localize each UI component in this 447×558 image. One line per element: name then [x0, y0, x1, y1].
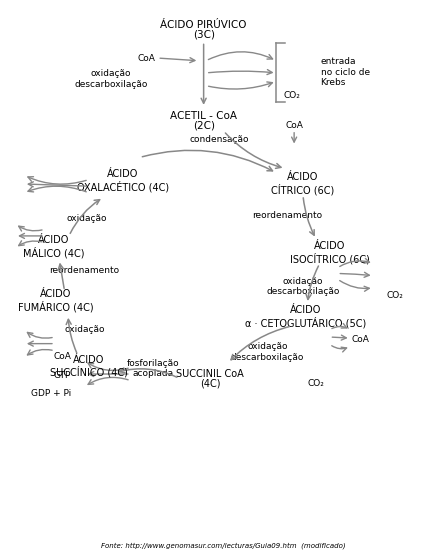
- Text: ÁCIDO
ISOCÍTRICO (6C): ÁCIDO ISOCÍTRICO (6C): [290, 241, 369, 264]
- Text: ÁCIDO
CÍTRICO (6C): ÁCIDO CÍTRICO (6C): [271, 172, 335, 196]
- Text: ÁCIDO
FUMÁRICO (4C): ÁCIDO FUMÁRICO (4C): [18, 290, 93, 313]
- Text: (4C): (4C): [200, 379, 220, 389]
- Text: oxidação: oxidação: [64, 325, 105, 334]
- Text: ÁCIDO
SUCCÍNICO (4C): ÁCIDO SUCCÍNICO (4C): [50, 354, 128, 378]
- Text: entrada
no ciclo de
Krebs: entrada no ciclo de Krebs: [320, 57, 370, 87]
- Text: CO₂: CO₂: [308, 379, 325, 388]
- Text: GTP: GTP: [54, 371, 71, 379]
- Text: oxidação
descarboxilação: oxidação descarboxilação: [74, 69, 148, 89]
- Text: CoA: CoA: [53, 352, 71, 361]
- Text: CO₂: CO₂: [387, 291, 404, 300]
- Text: (3C): (3C): [193, 30, 215, 40]
- Text: oxidação
descarboxilação: oxidação descarboxilação: [231, 342, 304, 362]
- Text: ÁCIDO
OXALACÉTICO (4C): ÁCIDO OXALACÉTICO (4C): [77, 169, 169, 193]
- Text: reordenamento: reordenamento: [253, 211, 323, 220]
- Text: condensação: condensação: [190, 135, 249, 145]
- Text: ÁCIDO PIRÚVICO: ÁCIDO PIRÚVICO: [160, 20, 247, 30]
- Text: GDP + Pi: GDP + Pi: [31, 389, 71, 398]
- Text: oxidação
descarboxilação: oxidação descarboxilação: [266, 277, 340, 296]
- Text: CoA: CoA: [351, 335, 369, 344]
- Text: SUCCINIL CoA: SUCCINIL CoA: [177, 369, 244, 379]
- Text: CoA: CoA: [285, 121, 303, 130]
- Text: oxidação: oxidação: [67, 214, 107, 223]
- Text: ÁCIDO
MÁLICO (4C): ÁCIDO MÁLICO (4C): [23, 235, 84, 259]
- Text: reordenamento: reordenamento: [49, 266, 119, 275]
- Text: (2C): (2C): [193, 121, 215, 131]
- Text: CoA: CoA: [137, 54, 155, 62]
- Text: ÁCIDO
α · CETOGLUTÁRICO (5C): ÁCIDO α · CETOGLUTÁRICO (5C): [245, 305, 366, 328]
- Text: ACETIL - CoA: ACETIL - CoA: [170, 111, 237, 121]
- Text: CO₂: CO₂: [283, 90, 300, 99]
- Text: Fonte: http://www.genomasur.com/lecturas/Guia09.htm  (modificado): Fonte: http://www.genomasur.com/lecturas…: [101, 542, 346, 549]
- Text: fosforilação
acoplada: fosforilação acoplada: [127, 359, 179, 378]
